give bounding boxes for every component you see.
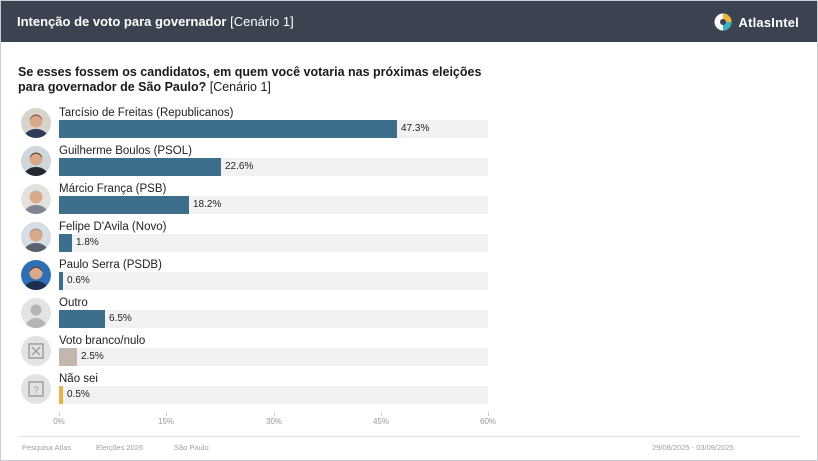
bar [59, 386, 63, 404]
bar [59, 272, 63, 290]
bar [59, 120, 397, 138]
bar [59, 196, 189, 214]
bar-track: 47.3% [59, 120, 488, 138]
data-label: 2.5% [81, 351, 104, 362]
x-tick-label: 15% [157, 417, 175, 426]
chart-row: Paulo Serra (PSDB) 0.6% [0, 259, 500, 295]
chart-row: ? Não sei 0.5% [0, 373, 500, 409]
atlasintel-logo: AtlasIntel [714, 12, 799, 32]
category-label: Tarcísio de Freitas (Republicanos) [59, 107, 234, 119]
chart-row: Guilherme Boulos (PSOL) 22.6% [0, 145, 500, 181]
bar-track: 6.5% [59, 310, 488, 328]
category-label: Paulo Serra (PSDB) [59, 259, 162, 271]
x-tick-mark [166, 412, 167, 416]
x-tick-mark [488, 412, 489, 416]
data-label: 18.2% [193, 199, 222, 210]
data-label: 47.3% [401, 123, 430, 134]
footer-divider [18, 436, 800, 437]
category-label: Felipe D'Avila (Novo) [59, 221, 167, 233]
survey-question-text: Se esses fossem os candidatos, em quem v… [18, 65, 482, 94]
page-title-main: Intenção de voto para governador [17, 14, 227, 29]
data-label: 1.8% [76, 237, 99, 248]
data-label: 22.6% [225, 161, 254, 172]
x-tick-label: 0% [53, 417, 65, 426]
chart-row: Outro 6.5% [0, 297, 500, 333]
x-tick-label: 60% [479, 417, 497, 426]
category-label: Não sei [59, 373, 98, 385]
bar [59, 348, 77, 366]
data-label: 0.6% [67, 275, 90, 286]
footer-source: Pesquisa Atlas [22, 443, 72, 452]
category-label: Outro [59, 297, 88, 309]
category-label: Voto branco/nulo [59, 335, 146, 347]
question-icon: ? [21, 374, 51, 404]
survey-question-scenario: [Cenário 1] [206, 80, 271, 94]
candidate-avatar [21, 184, 51, 214]
data-label: 6.5% [109, 313, 132, 324]
x-tick-label: 45% [372, 417, 390, 426]
footer-dates: 29/08/2025 - 03/09/2025 [652, 443, 734, 452]
x-tick-label: 30% [265, 417, 283, 426]
x-tick-mark [381, 412, 382, 416]
bar-track: 0.5% [59, 386, 488, 404]
footer-topic: Eleições 2026 [96, 443, 144, 452]
page-title-scenario: [Cenário 1] [226, 14, 294, 29]
bar-track: 1.8% [59, 234, 488, 252]
x-axis: 0% 15% 30% 45% 60% [53, 412, 496, 432]
page-title: Intenção de voto para governador [Cenári… [17, 14, 294, 29]
chart-row: Márcio França (PSB) 18.2% [0, 183, 500, 219]
chart-row: Tarcísio de Freitas (Republicanos) 47.3% [0, 107, 500, 143]
footer-place: São Paulo [174, 443, 209, 452]
bar-track: 22.6% [59, 158, 488, 176]
chart-row: Felipe D'Avila (Novo) 1.8% [0, 221, 500, 257]
candidate-avatar [21, 222, 51, 252]
header-bar: Intenção de voto para governador [Cenári… [1, 1, 817, 42]
bar [59, 158, 221, 176]
category-label: Guilherme Boulos (PSOL) [59, 145, 192, 157]
atlasintel-logo-icon [714, 13, 732, 31]
bar-track: 0.6% [59, 272, 488, 290]
bar-track: 18.2% [59, 196, 488, 214]
candidate-avatar [21, 260, 51, 290]
svg-text:?: ? [33, 386, 39, 397]
category-label: Márcio França (PSB) [59, 183, 167, 195]
bar [59, 234, 72, 252]
survey-question: Se esses fossem os candidatos, em quem v… [18, 65, 488, 95]
x-tick-mark [59, 412, 60, 416]
candidate-avatar [21, 146, 51, 176]
data-label: 0.5% [67, 389, 90, 400]
candidate-avatar [21, 108, 51, 138]
bar [59, 310, 105, 328]
blank-vote-icon [21, 336, 51, 366]
generic-person-icon [21, 298, 51, 328]
bar-track: 2.5% [59, 348, 488, 366]
chart-row: Voto branco/nulo 2.5% [0, 335, 500, 371]
brand-name: AtlasIntel [738, 14, 799, 30]
x-tick-mark [274, 412, 275, 416]
